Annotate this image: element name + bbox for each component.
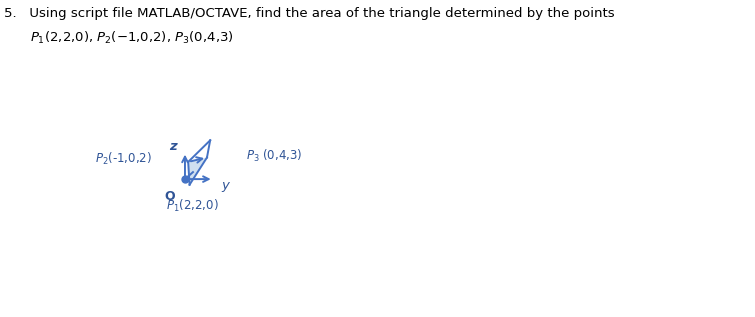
Text: O: O [165,190,175,203]
Text: $P_3$ (0,4,3): $P_3$ (0,4,3) [245,147,302,164]
Text: z: z [169,140,177,153]
Text: $P_2$(-1,0,2): $P_2$(-1,0,2) [94,151,152,167]
Polygon shape [188,158,207,185]
Text: $P_1$(2,2,0): $P_1$(2,2,0) [166,198,219,214]
Text: $P_1$(2,2,0), $P_2$(−1,0,2), $P_3$(0,4,3): $P_1$(2,2,0), $P_2$(−1,0,2), $P_3$(0,4,3… [30,30,233,46]
Text: 5.   Using script file MATLAB/OCTAVE, find the area of the triangle determined b: 5. Using script file MATLAB/OCTAVE, find… [4,7,615,20]
Text: y: y [222,178,230,191]
